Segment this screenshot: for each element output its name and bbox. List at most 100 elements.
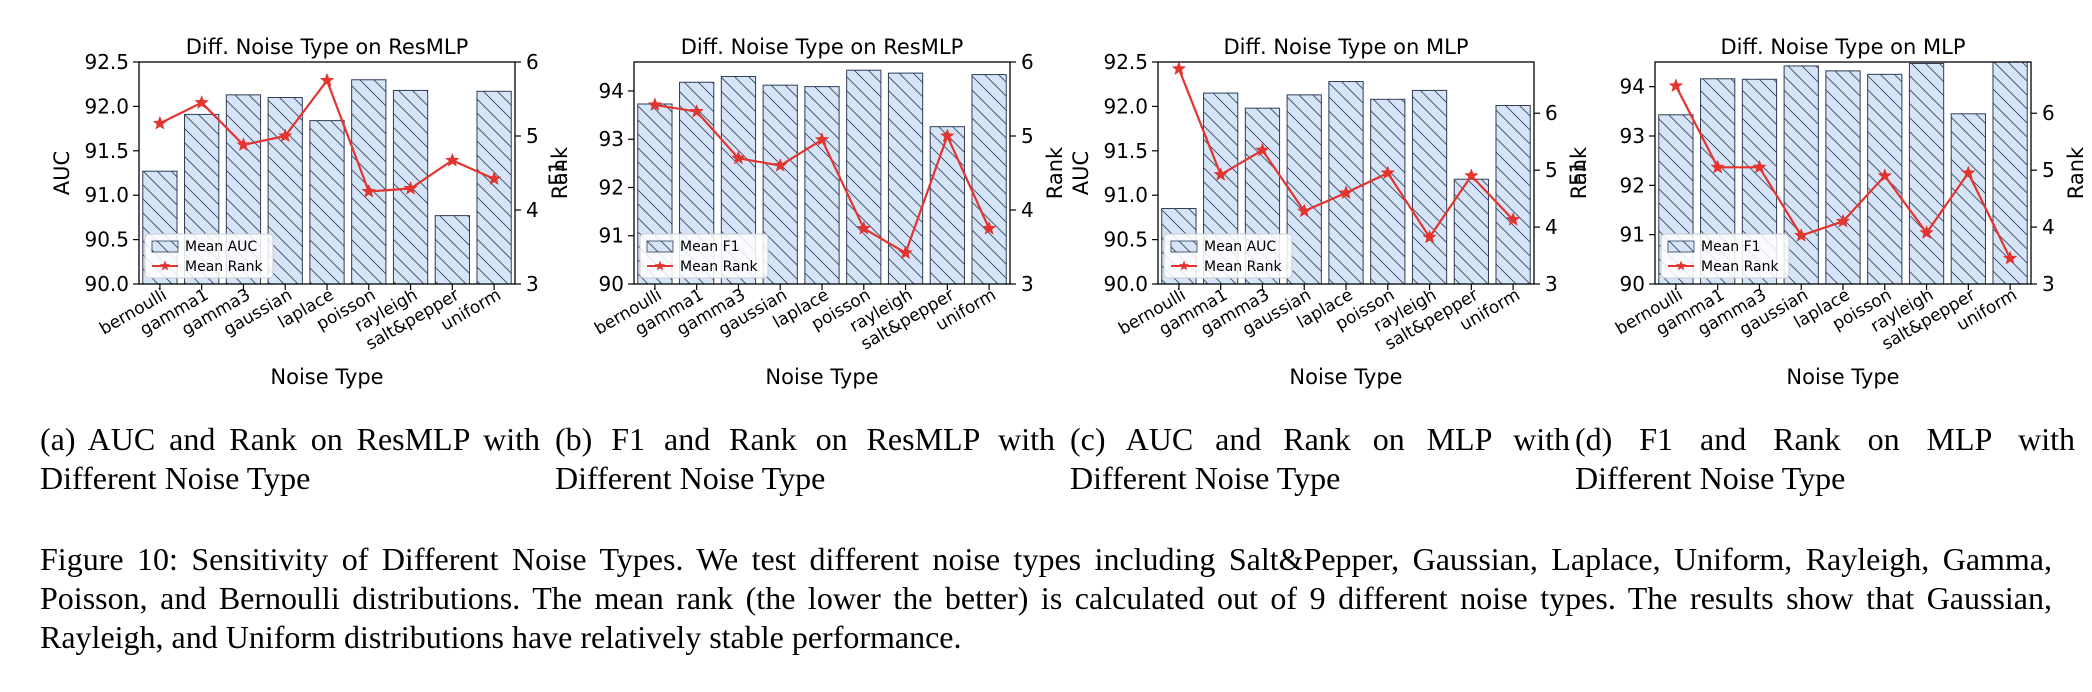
legend-bar-label: Mean AUC xyxy=(185,239,257,255)
y-tick-label: 91.5 xyxy=(84,139,129,163)
bar-uniform xyxy=(1495,105,1531,285)
y2-axis-label: Rank xyxy=(548,146,572,199)
bar-salt&pepper xyxy=(929,126,965,285)
rank-marker-rayleigh xyxy=(1422,229,1437,244)
y2-tick-label: 4 xyxy=(1545,215,1558,239)
y-tick-label: 91 xyxy=(599,224,624,248)
bar-poisson xyxy=(1867,73,1903,285)
subcaption-d: (d) F1 and Rank on MLP with Different No… xyxy=(1575,421,2075,496)
y-tick-label: 92.5 xyxy=(1103,50,1148,74)
rank-marker-gamma3 xyxy=(1752,159,1767,174)
legend-bar-swatch xyxy=(151,240,179,253)
chart-title: Diff. Noise Type on MLP xyxy=(1721,35,1966,59)
y2-tick-label: 5 xyxy=(1021,124,1034,148)
bar-gaussian xyxy=(762,84,798,285)
subcaption-c: (c) AUC and Rank on MLP with Different N… xyxy=(1070,421,1570,496)
y2-axis-label: Rank xyxy=(1567,146,1591,199)
y-tick-label: 90.5 xyxy=(1103,228,1148,252)
rank-marker-salt&pepper xyxy=(1464,168,1479,183)
x-axis-label: Noise Type xyxy=(270,365,383,389)
y-tick-label: 91.0 xyxy=(1103,183,1148,207)
legend-line-label: Mean Rank xyxy=(1701,259,1779,275)
y2-tick-label: 3 xyxy=(526,272,539,296)
y-tick-label: 92 xyxy=(1620,173,1645,197)
rank-marker-poisson xyxy=(856,220,872,235)
rank-marker-poisson xyxy=(1877,168,1893,183)
chart-panel-3: 90919293943456bernoulligamma1gamma3gauss… xyxy=(1566,35,2088,389)
y-axis-label: F1 xyxy=(1566,160,1590,185)
chart-panel-2: 90.090.591.091.592.092.53456bernoulligam… xyxy=(1069,35,1591,389)
bar-gaussian xyxy=(267,97,303,285)
rank-marker-laplace xyxy=(814,131,830,146)
bar-gaussian xyxy=(1783,65,1819,285)
bar-laplace xyxy=(1328,81,1364,285)
legend-bar-swatch xyxy=(1667,240,1695,253)
y-tick-label: 92.0 xyxy=(1103,94,1148,118)
rank-marker-gamma3 xyxy=(1255,142,1270,157)
rank-marker-uniform xyxy=(981,220,997,235)
rank-marker-gamma3 xyxy=(236,137,251,152)
y-tick-label: 94 xyxy=(1620,75,1645,99)
y2-tick-label: 5 xyxy=(2042,158,2055,182)
figure-caption: Figure 10: Sensitivity of Different Nois… xyxy=(40,541,2052,655)
y2-tick-label: 4 xyxy=(1021,198,1034,222)
rank-marker-laplace xyxy=(1835,213,1851,228)
bar-salt&pepper xyxy=(1453,178,1489,285)
y2-tick-label: 6 xyxy=(1545,101,1558,125)
bar-rayleigh xyxy=(1411,89,1448,285)
subcaption-b: (b) F1 and Rank on ResMLP with Different… xyxy=(555,421,1055,496)
bar-salt&pepper xyxy=(434,215,470,285)
rank-marker-rayleigh xyxy=(1919,225,1934,240)
legend-line-label: Mean Rank xyxy=(1204,259,1282,275)
rank-marker-bernoulli xyxy=(1171,61,1187,76)
rank-marker-salt&pepper xyxy=(940,128,955,143)
legend-bar-label: Mean AUC xyxy=(1204,239,1276,255)
y2-tick-label: 5 xyxy=(526,124,539,148)
bar-poisson xyxy=(351,79,387,285)
chart-title: Diff. Noise Type on MLP xyxy=(1224,35,1469,59)
legend-star-icon xyxy=(1675,260,1687,271)
y-tick-label: 90 xyxy=(599,272,624,296)
y-tick-label: 90 xyxy=(1620,272,1645,296)
y-axis-label: F1 xyxy=(545,160,569,185)
bar-rayleigh xyxy=(1908,62,1945,285)
y2-tick-label: 4 xyxy=(526,198,539,222)
rank-marker-uniform xyxy=(486,171,502,186)
y2-axis-label: Rank xyxy=(1043,146,1067,199)
y-tick-label: 92.5 xyxy=(84,50,129,74)
rank-marker-salt&pepper xyxy=(1961,165,1976,180)
legend-bar-label: Mean F1 xyxy=(680,239,740,255)
legend: Mean AUC Mean Rank xyxy=(1163,233,1293,279)
rank-marker-gaussian xyxy=(772,157,788,172)
bar-uniform xyxy=(971,74,1007,285)
legend-star-icon xyxy=(654,260,666,271)
legend-star-icon xyxy=(1178,260,1190,271)
legend-bar-swatch xyxy=(646,240,674,253)
rank-marker-gamma1 xyxy=(1710,159,1725,174)
y-tick-label: 90.0 xyxy=(84,272,129,296)
legend-line-label: Mean Rank xyxy=(185,259,263,275)
bar-laplace xyxy=(1825,70,1861,285)
rank-marker-gamma1 xyxy=(689,103,704,118)
y2-axis-label: Rank xyxy=(2064,146,2088,199)
rank-marker-poisson xyxy=(361,183,377,198)
y-tick-label: 91.5 xyxy=(1103,139,1148,163)
bar-gaussian xyxy=(1286,94,1322,285)
y-axis-label: AUC xyxy=(50,151,74,195)
rank-marker-bernoulli xyxy=(1668,78,1684,93)
rank-marker-laplace xyxy=(319,72,335,87)
rank-marker-bernoulli xyxy=(647,97,663,112)
y2-tick-label: 6 xyxy=(1021,50,1034,74)
y-axis-label: AUC xyxy=(1069,151,1093,195)
rank-marker-gamma1 xyxy=(194,94,209,109)
rank-marker-uniform xyxy=(2002,250,2018,265)
rank-marker-salt&pepper xyxy=(445,152,460,167)
y-tick-label: 90.5 xyxy=(84,228,129,252)
y-tick-label: 92.0 xyxy=(84,94,129,118)
rank-marker-gaussian xyxy=(277,128,293,143)
y-tick-label: 93 xyxy=(599,127,624,151)
chart-title: Diff. Noise Type on ResMLP xyxy=(186,35,469,59)
chart-title: Diff. Noise Type on ResMLP xyxy=(681,35,964,59)
legend: Mean F1 Mean Rank xyxy=(639,233,769,279)
rank-marker-rayleigh xyxy=(898,245,913,260)
